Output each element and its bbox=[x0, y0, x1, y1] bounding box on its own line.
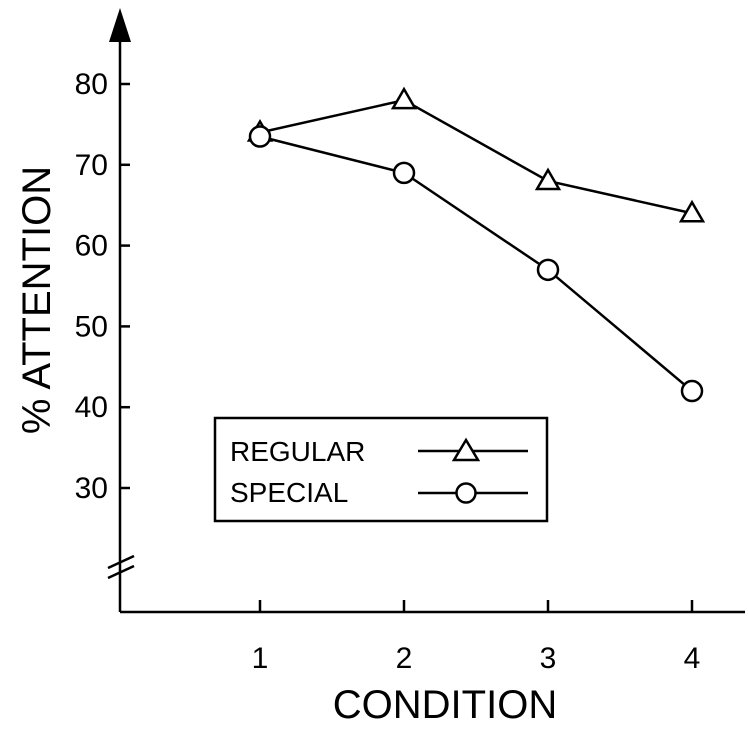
x-ticks: 1 2 3 4 bbox=[252, 600, 701, 675]
x-tick-label: 4 bbox=[684, 642, 701, 675]
y-axis-arrow-icon bbox=[109, 8, 131, 42]
y-tick-label: 80 bbox=[75, 68, 108, 101]
data-point-regular bbox=[678, 199, 706, 223]
y-tick-label: 50 bbox=[75, 310, 108, 343]
y-axis-title: % ATTENTION bbox=[15, 166, 59, 434]
legend-box bbox=[213, 416, 549, 523]
legend-label-special: SPECIAL bbox=[230, 477, 348, 508]
axes bbox=[107, 8, 745, 614]
data-point-regular bbox=[390, 86, 418, 110]
series-regular bbox=[246, 86, 706, 223]
legend-marker-special bbox=[455, 482, 477, 504]
series-special bbox=[248, 125, 704, 403]
data-point-special bbox=[536, 258, 560, 282]
y-tick-label: 70 bbox=[75, 149, 108, 182]
y-tick-label: 40 bbox=[75, 391, 108, 424]
y-ticks: 30 40 50 60 70 80 bbox=[75, 68, 130, 505]
data-point-special bbox=[248, 125, 272, 148]
y-tick-label: 60 bbox=[75, 230, 108, 263]
legend: REGULAR SPECIAL bbox=[213, 416, 549, 523]
x-axis-title: CONDITION bbox=[333, 683, 557, 727]
data-point-special bbox=[392, 161, 416, 185]
legend-marker-regular bbox=[451, 437, 481, 462]
legend-item-regular: REGULAR bbox=[230, 436, 528, 467]
data-point-regular bbox=[534, 167, 562, 191]
data-point-special bbox=[680, 379, 704, 403]
series-line-regular bbox=[259, 98, 693, 215]
series-layer bbox=[246, 86, 706, 403]
legend-label-regular: REGULAR bbox=[230, 436, 365, 467]
axis-break-icon bbox=[107, 554, 135, 580]
series-line-special bbox=[259, 135, 693, 392]
legend-item-special: SPECIAL bbox=[230, 477, 528, 508]
x-tick-label: 1 bbox=[252, 642, 269, 675]
x-tick-label: 2 bbox=[396, 642, 413, 675]
y-tick-label: 30 bbox=[75, 472, 108, 505]
x-tick-label: 3 bbox=[540, 642, 557, 675]
